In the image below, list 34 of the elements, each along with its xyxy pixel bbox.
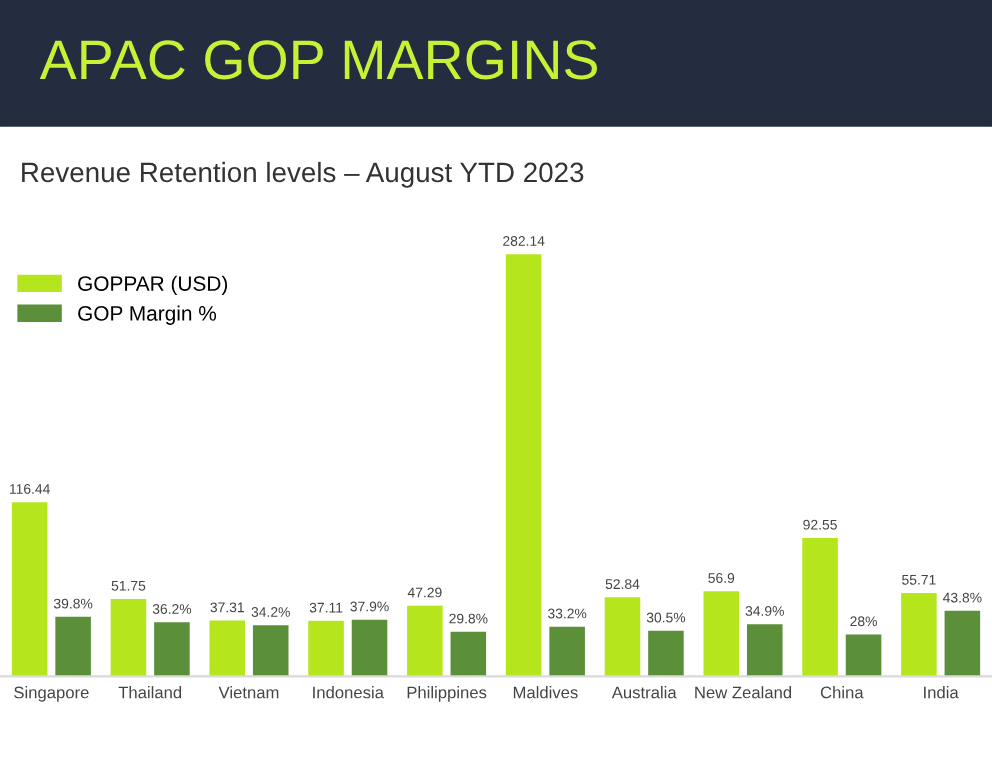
bar [845, 634, 882, 677]
legend-label: GOP Margin % [78, 305, 217, 325]
bar [110, 598, 147, 677]
x-tick-label: Indonesia [313, 686, 384, 699]
bar [802, 537, 838, 677]
bar [746, 624, 783, 677]
bar [604, 597, 641, 677]
bar [11, 502, 48, 677]
x-tick-label: Maldives [513, 686, 578, 699]
bar [351, 619, 388, 677]
bar [648, 630, 684, 677]
bar [154, 622, 190, 677]
x-tick-label: Singapore [14, 686, 89, 702]
bar [450, 631, 487, 677]
bar [549, 626, 585, 677]
bar [901, 593, 937, 677]
x-tick-label: Thailand [118, 686, 182, 699]
chart-subtitle: Revenue Retention levels – August YTD 2023 [22, 161, 584, 188]
bar [505, 254, 542, 677]
x-tick-label: New Zealand [695, 686, 792, 699]
x-tick-label: India [924, 686, 959, 699]
bar [55, 616, 91, 677]
bar [209, 620, 246, 677]
bar [308, 620, 344, 677]
legend-label: GOPPAR (USD) [78, 275, 228, 296]
bar [944, 610, 981, 677]
bar [703, 591, 740, 677]
bar [407, 605, 443, 677]
x-tick-label: Philippines [407, 686, 487, 702]
x-tick-label: Australia [611, 686, 677, 699]
x-tick-label: Vietnam [218, 686, 279, 699]
bar [252, 625, 289, 677]
x-tick-label: China [820, 686, 864, 699]
chart-title: APAC GOP MARGINS [39, 40, 597, 80]
